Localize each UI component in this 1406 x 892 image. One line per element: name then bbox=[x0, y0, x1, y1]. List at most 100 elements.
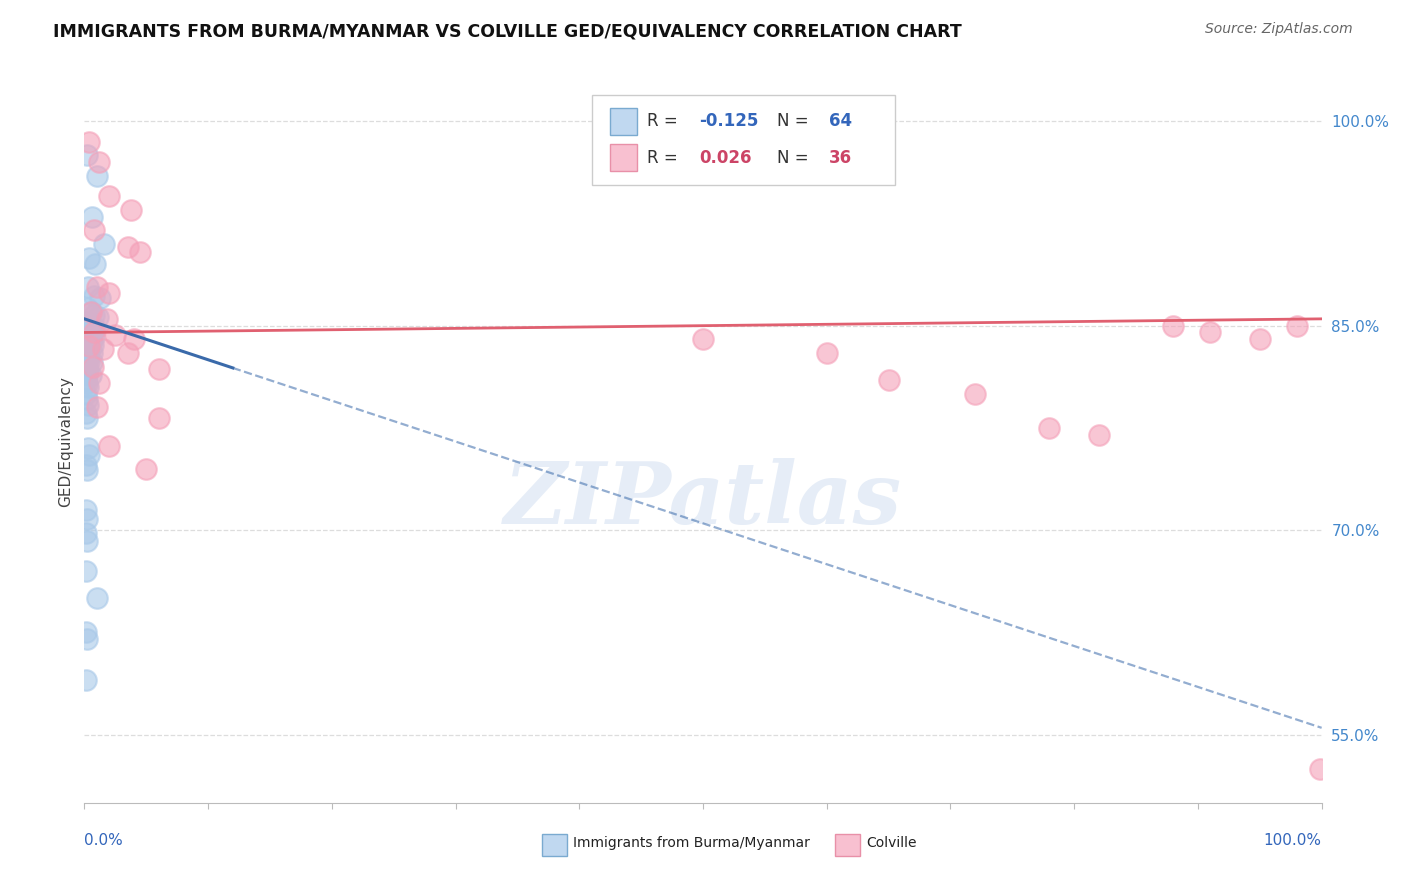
Point bbox=[86, 591, 108, 606]
Point bbox=[76, 411, 98, 425]
Point bbox=[76, 301, 98, 315]
Point bbox=[148, 411, 170, 425]
Text: IMMIGRANTS FROM BURMA/MYANMAR VS COLVILLE GED/EQUIVALENCY CORRELATION CHART: IMMIGRANTS FROM BURMA/MYANMAR VS COLVILL… bbox=[53, 22, 962, 40]
Point bbox=[117, 239, 139, 253]
Point bbox=[1249, 332, 1271, 346]
Text: 100.0%: 100.0% bbox=[1264, 833, 1322, 848]
Point bbox=[91, 342, 114, 356]
Point bbox=[135, 462, 157, 476]
Point bbox=[75, 525, 97, 540]
Point bbox=[76, 334, 98, 348]
Bar bbox=[835, 834, 860, 855]
Text: N =: N = bbox=[778, 149, 814, 167]
Text: 64: 64 bbox=[830, 112, 852, 130]
Point bbox=[75, 341, 97, 355]
Point bbox=[80, 355, 103, 369]
Point bbox=[877, 373, 900, 387]
Point bbox=[75, 673, 97, 687]
Point bbox=[965, 387, 987, 401]
Point bbox=[77, 280, 100, 294]
Text: 36: 36 bbox=[830, 149, 852, 167]
Point bbox=[129, 245, 152, 260]
Text: R =: R = bbox=[647, 112, 683, 130]
Point bbox=[1088, 427, 1111, 442]
Point bbox=[77, 442, 100, 456]
Point bbox=[1161, 318, 1184, 333]
Point bbox=[79, 448, 101, 462]
Point bbox=[79, 354, 101, 368]
Point bbox=[76, 632, 98, 647]
Point bbox=[75, 324, 97, 338]
Point bbox=[84, 257, 107, 271]
Point bbox=[77, 380, 100, 394]
Point bbox=[75, 332, 97, 346]
Point bbox=[84, 321, 107, 335]
Text: 0.0%: 0.0% bbox=[84, 833, 124, 848]
Point bbox=[79, 344, 101, 359]
Point bbox=[86, 401, 108, 415]
Text: Source: ZipAtlas.com: Source: ZipAtlas.com bbox=[1205, 22, 1353, 37]
Point bbox=[79, 339, 101, 353]
Point bbox=[82, 320, 104, 334]
Point bbox=[77, 398, 100, 412]
Point bbox=[86, 280, 108, 294]
Point bbox=[83, 329, 105, 343]
Point bbox=[692, 332, 714, 346]
Point bbox=[87, 310, 110, 325]
Point bbox=[77, 365, 100, 379]
Point bbox=[75, 315, 97, 329]
Y-axis label: GED/Equivalency: GED/Equivalency bbox=[58, 376, 73, 507]
Point bbox=[75, 564, 97, 578]
Point bbox=[76, 326, 98, 340]
Text: Immigrants from Burma/Myanmar: Immigrants from Burma/Myanmar bbox=[574, 836, 810, 849]
Point bbox=[75, 406, 97, 420]
Point bbox=[104, 328, 127, 343]
Point bbox=[79, 135, 101, 149]
Point bbox=[83, 288, 105, 302]
Point bbox=[86, 169, 108, 183]
Point bbox=[93, 236, 115, 251]
Point bbox=[96, 311, 118, 326]
Point bbox=[79, 251, 101, 265]
Point bbox=[98, 189, 121, 203]
Point bbox=[122, 332, 145, 346]
Point bbox=[76, 342, 98, 356]
Bar bbox=[610, 108, 637, 136]
Point bbox=[83, 223, 105, 237]
Point bbox=[76, 376, 98, 390]
FancyBboxPatch shape bbox=[592, 95, 894, 185]
Point bbox=[77, 343, 100, 358]
Text: R =: R = bbox=[647, 149, 683, 167]
Point bbox=[83, 308, 105, 322]
Point bbox=[89, 376, 111, 390]
Point bbox=[77, 318, 100, 332]
Point bbox=[120, 202, 142, 217]
Point bbox=[1038, 421, 1060, 435]
Point bbox=[76, 392, 98, 407]
Point bbox=[79, 318, 101, 333]
Point bbox=[79, 305, 101, 319]
Text: 0.026: 0.026 bbox=[699, 149, 752, 167]
Text: Colville: Colville bbox=[866, 836, 917, 849]
Point bbox=[1309, 762, 1331, 776]
Point bbox=[75, 625, 97, 640]
Point bbox=[76, 534, 98, 549]
Text: -0.125: -0.125 bbox=[699, 112, 759, 130]
Point bbox=[82, 359, 104, 374]
Point bbox=[1199, 326, 1222, 340]
Point bbox=[80, 346, 103, 360]
Point bbox=[83, 326, 105, 340]
Point bbox=[79, 368, 101, 382]
Point bbox=[76, 148, 98, 162]
Point bbox=[1285, 318, 1308, 333]
Point bbox=[815, 346, 838, 360]
Point bbox=[98, 285, 121, 300]
Point bbox=[76, 350, 98, 364]
Text: ZIPatlas: ZIPatlas bbox=[503, 458, 903, 541]
Point bbox=[77, 351, 100, 366]
Point bbox=[148, 362, 170, 376]
Point bbox=[75, 502, 97, 516]
Point bbox=[75, 359, 97, 374]
Point bbox=[98, 439, 121, 453]
Point bbox=[79, 305, 101, 319]
